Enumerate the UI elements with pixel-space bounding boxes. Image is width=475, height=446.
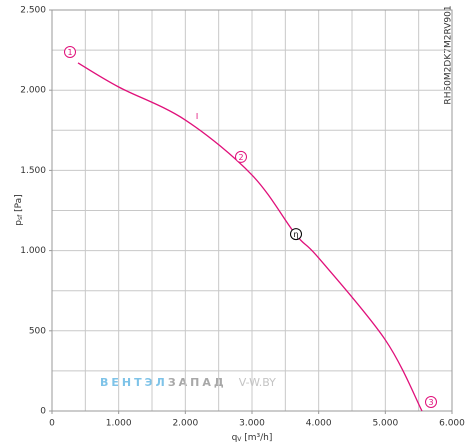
side-label: RH50M2DK7M2RV901 [444,5,454,104]
annotation-circle [425,396,437,409]
x-tick-label: 6.000 [439,419,465,429]
annotation-circle [290,228,302,241]
annotation-label: 1 [67,48,72,57]
x-tick-label: 4.000 [306,419,332,429]
x-tick-label: 3.000 [239,419,265,429]
y-label-unit: [Pa] [14,194,24,214]
annotation-label: I [196,112,198,121]
y-tick-label: 1.000 [20,246,46,256]
watermark-part: ВЕНТЭЛ [100,376,168,389]
annotation-label: 3 [428,398,433,407]
x-label-main: q [232,433,238,443]
x-tick-label: 2.000 [172,419,198,429]
annotation-circle [64,46,76,59]
x-label-unit: [m³/h] [241,433,272,443]
x-label-sub: V [237,436,242,443]
annotation-label: η [293,230,298,239]
y-label-main: p [14,220,24,226]
fan-curve [77,62,423,412]
annotation-label: 2 [238,153,243,162]
y-axis-label: psf [Pa] [14,194,24,225]
y-tick-label: 0 [40,407,46,417]
watermark: ВЕНТЭЛЗАПАД V-W.BY [100,376,276,389]
y-tick-label: 2.000 [20,86,46,96]
watermark-part: V-W.BY [239,376,276,389]
x-tick-label: 1.000 [106,419,132,429]
y-tick-label: 500 [29,326,46,336]
x-tick-label: 5.000 [372,419,398,429]
x-axis-label: qV [m³/h] [232,433,273,443]
y-tick-label: 2.500 [20,6,46,16]
annotation-circle [235,150,247,163]
x-tick-label: 0 [49,419,55,429]
y-label-sub: sf [17,214,24,220]
watermark-part: ЗАПАД [168,376,227,389]
y-tick-label: 1.500 [20,166,46,176]
